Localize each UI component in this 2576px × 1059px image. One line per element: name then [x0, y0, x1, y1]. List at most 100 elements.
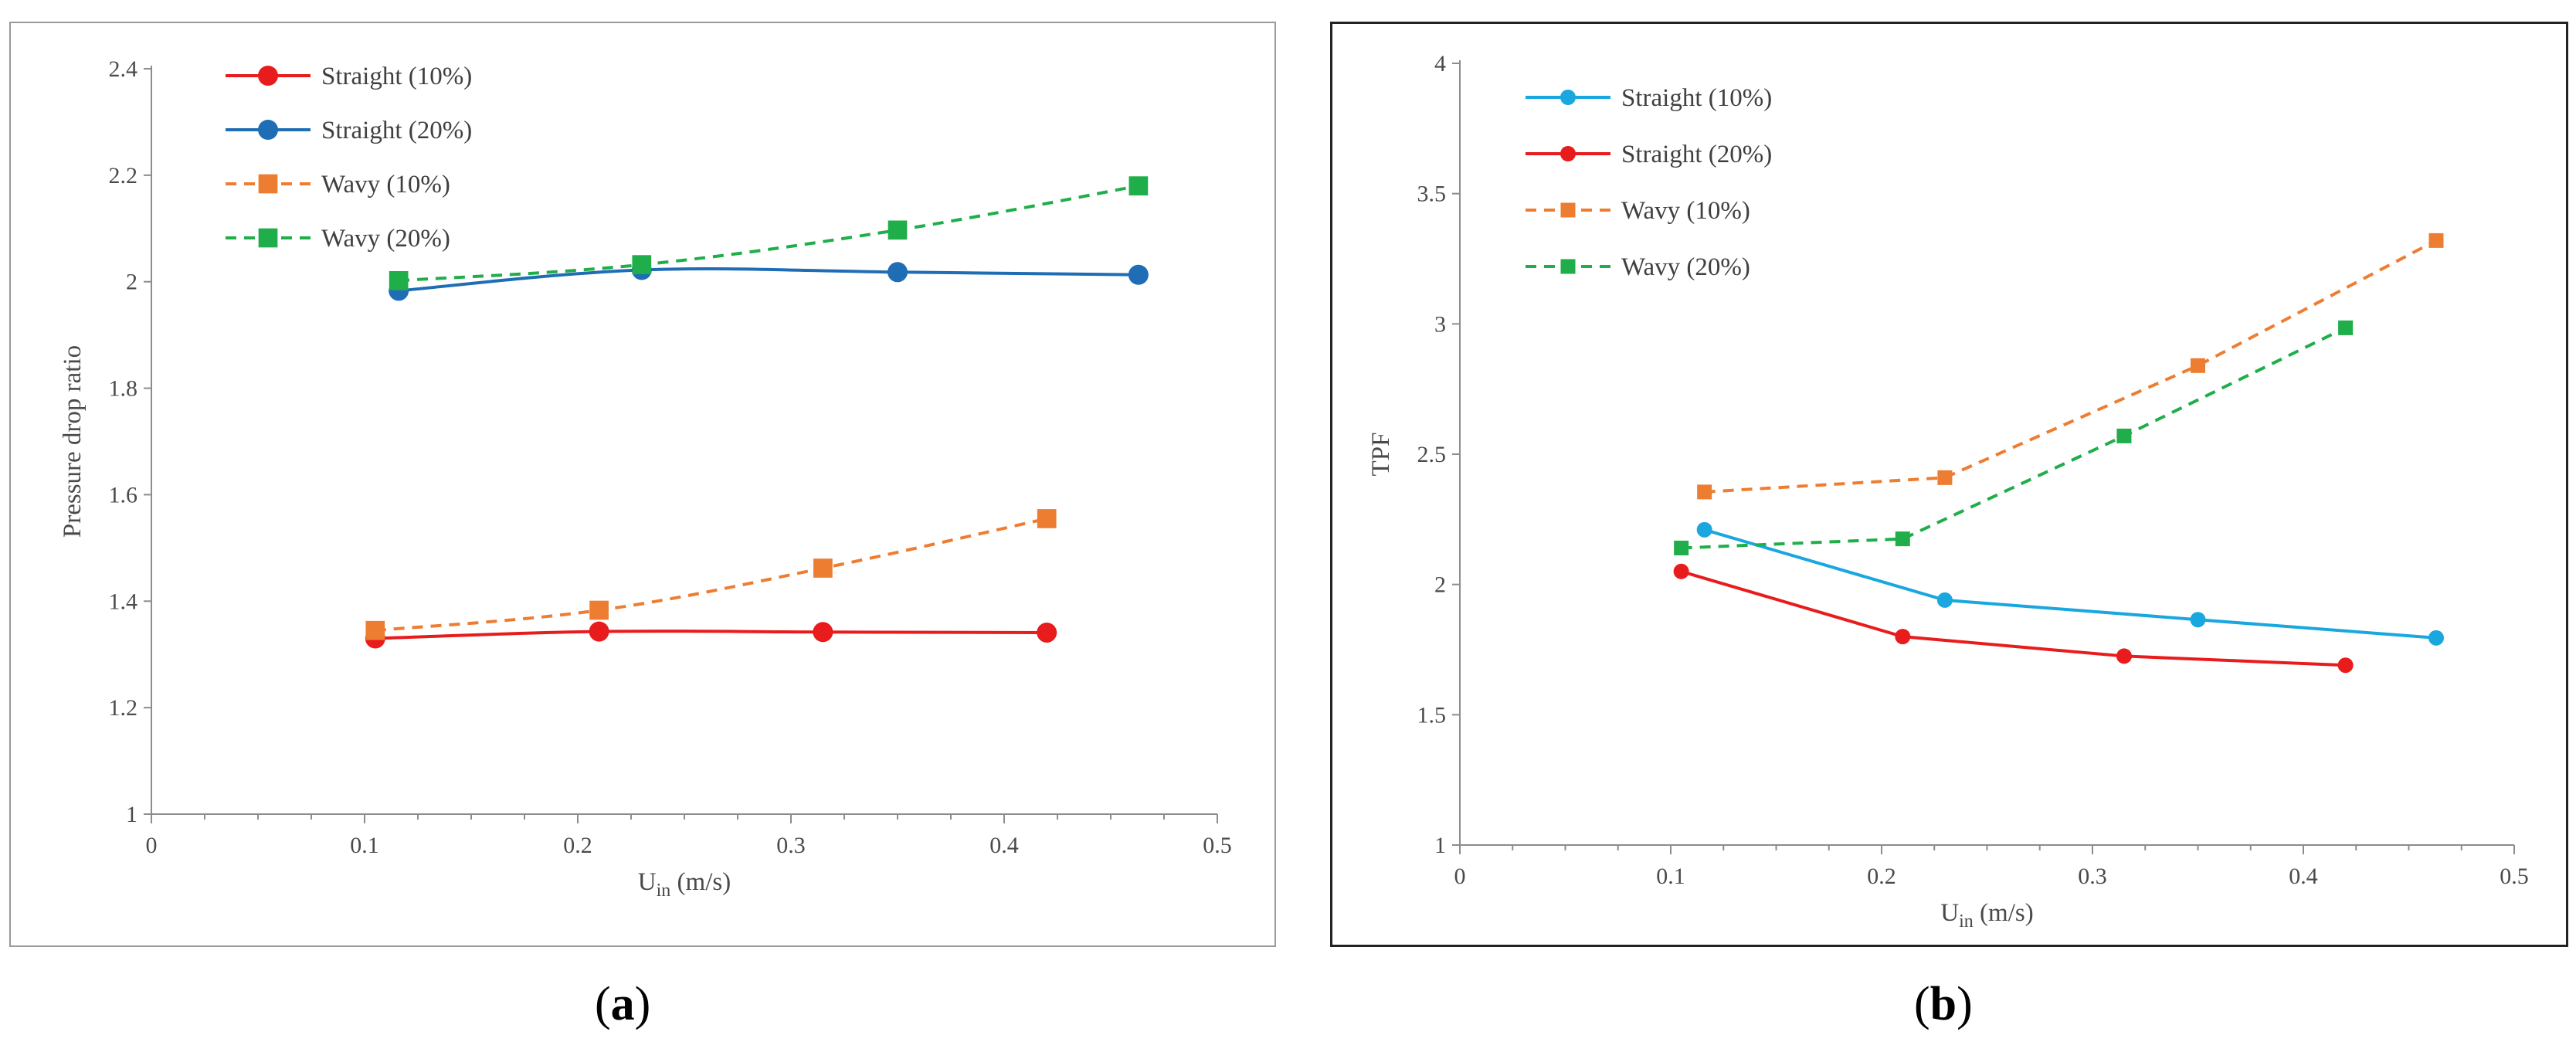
data-point-wavy-10: [2428, 233, 2444, 248]
y-tick-label: 1.8: [109, 376, 138, 402]
y-tick-label: 2: [1434, 572, 1446, 598]
x-axis-title: Uin (m/s): [1940, 899, 2033, 932]
y-tick-label: 3: [1434, 311, 1446, 337]
data-point-straight-10: [2190, 612, 2206, 628]
series-line-wavy-20: [1681, 326, 2347, 550]
y-tick-label: 2.4: [109, 56, 138, 82]
legend-label-straight-10: Straight (10%): [1621, 84, 1772, 112]
x-tick-label: 0: [1454, 864, 1466, 889]
data-point-straight-10: [2428, 630, 2444, 646]
x-tick-label: 0.1: [350, 833, 379, 858]
data-point-straight-20: [2337, 657, 2354, 674]
legend-marker-straight-20: [258, 120, 278, 140]
data-point-wavy-20: [1674, 540, 1689, 555]
chart-panel-a: 1 1.2 1.4 1.6 1.8 2 2.2 2.4 0 0.1 0.2 0.3 0.4 0.5 Uin …: [9, 22, 1276, 947]
data-point-wavy-10: [1037, 509, 1057, 528]
x-tick-label: 0: [146, 833, 158, 858]
caption-a-close: ): [634, 978, 651, 1030]
legend-marker-wavy-10: [1560, 202, 1576, 218]
caption-b-close: ): [1957, 978, 1973, 1030]
data-point-straight-20: [1128, 264, 1149, 285]
series-line-straight-20: [398, 266, 1139, 293]
y-tick-label: 1.5: [1417, 702, 1447, 728]
x-axis-title-unit: (m/s): [1974, 899, 2034, 927]
data-point-wavy-10: [365, 620, 385, 640]
x-tick-label: 0.4: [989, 833, 1019, 858]
data-point-straight-10: [1037, 622, 1057, 643]
data-point-wavy-20: [2116, 428, 2132, 443]
legend-marker-wavy-20: [258, 228, 278, 248]
legend-marker-straight-20: [1560, 146, 1576, 161]
y-tick-label: 1.4: [109, 589, 138, 614]
x-axis-title-main: U: [638, 868, 657, 896]
x-tick-label: 0.5: [2500, 864, 2529, 889]
data-point-straight-20: [888, 262, 908, 283]
legend-marker-straight-10: [1560, 90, 1576, 105]
y-tick-label: 3.5: [1417, 182, 1447, 207]
x-axis-title-subscript: in: [657, 881, 671, 901]
data-point-straight-20: [1895, 629, 1911, 645]
x-tick-label: 0.3: [2078, 864, 2107, 889]
caption-a-open: (: [595, 978, 611, 1030]
data-point-straight-10: [589, 621, 609, 642]
x-axis-title-subscript: in: [1959, 911, 1974, 932]
data-point-wavy-20: [1128, 176, 1149, 195]
y-tick-label: 1.2: [109, 695, 138, 721]
data-point-wavy-10: [1697, 484, 1712, 500]
data-point-wavy-20: [632, 255, 652, 275]
data-point-straight-20: [2116, 648, 2132, 664]
data-point-wavy-10: [813, 558, 833, 578]
x-tick-label: 0.2: [1867, 864, 1896, 889]
y-tick-label: 2.2: [109, 163, 138, 188]
data-point-wavy-10: [2191, 358, 2205, 373]
caption-a-letter: a: [610, 978, 635, 1030]
data-point-straight-10: [1936, 592, 1953, 608]
x-tick-label: 0.5: [1203, 833, 1232, 858]
chart-a-svg: 1 1.2 1.4 1.6 1.8 2 2.2 2.4 0 0.1 0.2 0.3 0.4 0.5 Uin …: [59, 56, 1232, 901]
x-axis-title: Uin (m/s): [638, 868, 731, 901]
y-axis-title: Pressure drop ratio: [59, 345, 87, 538]
x-tick-label: 0.2: [563, 833, 592, 858]
caption-b-open: (: [1914, 978, 1930, 1030]
x-axis-title-main: U: [1940, 899, 1959, 927]
data-point-straight-10: [1696, 521, 1712, 538]
x-tick-label: 0.1: [1656, 864, 1685, 889]
y-tick-label: 1.6: [109, 482, 138, 507]
caption-b-letter: b: [1929, 978, 1957, 1030]
x-tick-label: 0.3: [776, 833, 806, 858]
x-axis-title-unit: (m/s): [670, 868, 731, 896]
y-axis-title: TPF: [1367, 433, 1395, 477]
series-line-straight-10: [375, 630, 1047, 640]
legend-label-wavy-10: Wavy (10%): [1621, 197, 1750, 225]
legend-label-wavy-20: Wavy (20%): [1621, 253, 1750, 281]
data-point-wavy-20: [1895, 531, 1910, 547]
y-tick-label: 1: [1434, 833, 1446, 858]
series-line-straight-20: [1681, 569, 2346, 667]
y-tick-label: 2.5: [1417, 442, 1447, 467]
caption-b: (b): [1914, 977, 1973, 1032]
y-tick-label: 2: [126, 270, 137, 295]
data-point-wavy-20: [389, 270, 409, 290]
legend-marker-wavy-20: [1560, 259, 1576, 274]
series-line-straight-10: [1704, 528, 2437, 640]
legend-label-straight-20: Straight (20%): [321, 117, 472, 144]
chart-b-svg: 1 1.5 2 2.5 3 3.5 4 0 0.1 0.2 0.3 0.4 0.5 Uin (m/s) TP…: [1367, 51, 2529, 932]
data-point-wavy-20: [888, 220, 908, 240]
y-tick-label: 4: [1434, 51, 1446, 76]
legend-label-straight-20: Straight (20%): [1621, 141, 1772, 168]
data-point-straight-10: [813, 622, 833, 643]
legend-label-straight-10: Straight (10%): [321, 63, 472, 90]
data-point-wavy-10: [1937, 470, 1953, 485]
series-line-wavy-20: [399, 184, 1139, 283]
chart-panel-b: 1 1.5 2 2.5 3 3.5 4 0 0.1 0.2 0.3 0.4 0.5 Uin (m/s) TP…: [1330, 22, 2568, 947]
series-line-wavy-10: [375, 517, 1047, 633]
data-point-wavy-20: [2338, 320, 2354, 335]
legend-label-wavy-20: Wavy (20%): [321, 225, 450, 253]
caption-a: (a): [595, 977, 650, 1032]
legend-marker-straight-10: [258, 66, 278, 86]
data-point-straight-20: [1673, 563, 1689, 579]
legend-marker-wavy-10: [258, 174, 278, 194]
data-point-wavy-10: [589, 600, 609, 620]
x-tick-label: 0.4: [2289, 864, 2318, 889]
legend-label-wavy-10: Wavy (10%): [321, 171, 450, 199]
